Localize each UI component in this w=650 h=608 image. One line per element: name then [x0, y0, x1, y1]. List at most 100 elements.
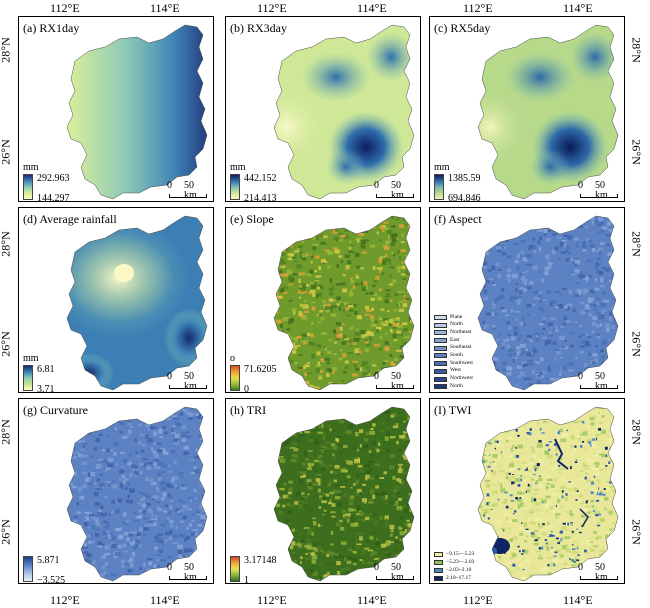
legend-label: South [450, 351, 463, 358]
legend-color-ramp [230, 365, 240, 391]
bottom-tick-114-h: 114°E [357, 593, 387, 607]
legend-label: Northwest [450, 375, 473, 381]
bottom-tick-112-h: 112°E [257, 593, 287, 607]
legend-label: Northeast [450, 328, 472, 335]
legend-min: 3.71 [37, 384, 55, 393]
top-tick-112-c: 112°E [463, 1, 493, 15]
legend-label: North [450, 382, 463, 389]
study-area-map [273, 24, 415, 200]
panel-title: (e) Slope [230, 212, 274, 226]
study-area-map [66, 215, 208, 391]
top-tick-114: 114°E [357, 1, 387, 15]
legend-swatch [434, 560, 443, 565]
legend-swatch [434, 376, 447, 382]
legend-swatch [434, 338, 447, 344]
legend-color-ramp [23, 174, 33, 200]
legend-max: 1385.59 [448, 173, 481, 184]
legend-color-ramp [434, 174, 444, 200]
top-tick-112-a: 112°E [50, 1, 80, 15]
legend-unit: o [230, 353, 235, 364]
panel-title: (c) RX5day [434, 21, 491, 35]
study-area-map [273, 215, 415, 391]
legend-min: 1 [244, 575, 249, 584]
legend-max: 442.152 [244, 173, 277, 184]
legend-min: 214.413 [244, 193, 277, 202]
bottom-tick-114-g: 114°E [150, 593, 180, 607]
panel-title: (g) Curvature [23, 403, 88, 417]
legend-label: 2.10~17.17 [446, 574, 471, 581]
scale-zero: 0 [578, 180, 583, 191]
legend-max: 292.963 [37, 173, 70, 184]
scale-bar-line [169, 576, 207, 580]
scale-bar-line [169, 385, 207, 389]
scale-zero: 0 [167, 371, 172, 382]
legend-min: −3.525 [37, 575, 66, 584]
scale-zero: 0 [167, 180, 172, 191]
map-panel-slope: (e) Slope o 71.6205 0 0 50 km [225, 207, 421, 393]
scale-distance: 50 km [595, 180, 608, 201]
legend-swatch [434, 368, 447, 374]
legend-unit: mm [230, 162, 246, 173]
legend-swatch [434, 384, 447, 390]
study-area-map [273, 406, 415, 582]
scale-distance: 50 km [595, 371, 608, 392]
legend-min: 0 [244, 384, 249, 393]
legend-color-ramp [23, 556, 33, 582]
legend-label: −2.03~2.10 [446, 566, 472, 573]
right-tick-28-row2: 28°N [629, 231, 644, 257]
left-tick-28-row3: 28°N [0, 419, 13, 445]
legend-swatch [434, 345, 447, 351]
scale-zero: 0 [374, 180, 379, 191]
scale-distance: 50 km [391, 371, 404, 392]
legend-color-ramp [23, 365, 33, 391]
legend-max: 5.871 [37, 555, 60, 566]
legend-swatch [434, 576, 443, 581]
right-tick-26-row2: 26°N [629, 331, 644, 357]
scale-bar-line [580, 194, 618, 198]
legend-label: North [450, 321, 463, 328]
left-tick-28-row1: 28°N [0, 37, 13, 63]
legend-swatch [434, 361, 447, 367]
left-tick-28-row2: 28°N [0, 231, 13, 257]
legend-label: East [450, 336, 460, 343]
scale-zero: 0 [167, 562, 172, 573]
study-area-map [66, 24, 208, 200]
scale-zero: 0 [578, 562, 583, 573]
left-tick-26-row3: 26°N [0, 519, 13, 545]
panel-title: (a) RX1day [23, 21, 80, 35]
panel-title: (b) RX3day [230, 21, 287, 35]
scale-bar-line [376, 576, 414, 580]
legend-swatch [434, 315, 447, 320]
legend-max: 6.81 [37, 364, 55, 375]
legend-max: 71.6205 [244, 364, 277, 375]
scale-distance: 50 km [184, 562, 197, 583]
legend-swatch [434, 322, 447, 328]
scale-bar-line [376, 194, 414, 198]
panel-title: (f) Aspect [434, 212, 482, 226]
study-area-map [477, 215, 619, 391]
scale-bar-line [169, 194, 207, 198]
legend-label: −9.15~−5.23 [446, 550, 475, 557]
map-panel-curvature: (g) Curvature 5.871 −3.525 0 50 km [18, 398, 214, 584]
panel-title: (d) Average rainfall [23, 212, 117, 226]
scale-bar-line [376, 385, 414, 389]
study-area-map [477, 406, 619, 582]
map-panel-rx5day: (c) RX5day mm 1385.59 694.846 0 50 km [429, 16, 625, 202]
legend-swatch [434, 552, 443, 557]
scale-zero: 0 [374, 562, 379, 573]
map-panel-rx3day: (b) RX3day mm 442.152 214.413 0 50 km [225, 16, 421, 202]
scale-distance: 50 km [391, 562, 404, 583]
legend-color-ramp [230, 174, 240, 200]
legend-min: 144.297 [37, 193, 70, 202]
scale-distance: 50 km [184, 371, 197, 392]
legend-label: −5.23~−2.03 [446, 558, 475, 565]
study-area-map [477, 24, 619, 200]
scale-bar-line [580, 385, 618, 389]
legend-unit: mm [434, 162, 450, 173]
top-tick-114-a: 114°E [150, 1, 180, 15]
legend-color-ramp [230, 556, 240, 582]
legend-label: Plane [450, 313, 463, 320]
right-tick-28-row3: 28°N [629, 419, 644, 445]
map-panel-twi: (I) TWI −9.15~−5.23 −5.23~−2.03 −2.03~2.10 2… [429, 398, 625, 584]
map-panel-avg-rainfall: (d) Average rainfall mm 6.81 3.71 0 50 k… [18, 207, 214, 393]
